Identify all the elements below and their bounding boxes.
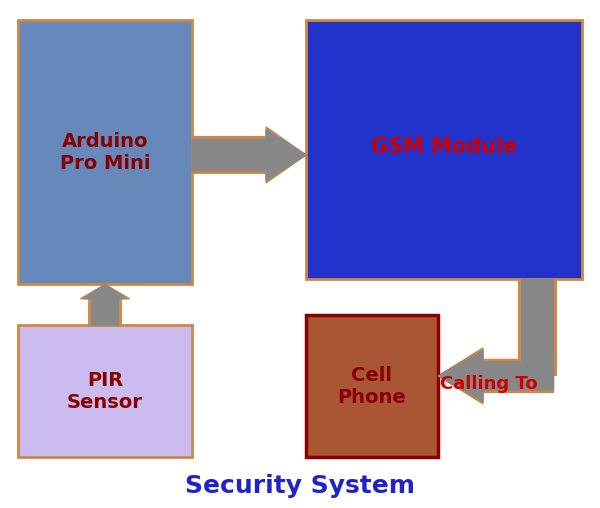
Bar [18,20,192,284]
FancyArrow shape [192,130,306,180]
Bar [517,279,557,376]
FancyArrow shape [192,127,306,183]
Text: Calling To: Calling To [440,374,538,393]
Text: Cell
Phone: Cell Phone [338,366,406,406]
Text: Security System: Security System [185,474,415,498]
FancyArrow shape [438,348,554,404]
FancyArrow shape [438,351,554,401]
Text: Arduino
Pro Mini: Arduino Pro Mini [60,132,150,173]
Bar [306,315,438,457]
Text: PIR
Sensor: PIR Sensor [67,371,143,411]
Text: GSM Module: GSM Module [371,137,517,157]
FancyArrow shape [80,284,130,325]
Bar [306,20,582,279]
FancyArrow shape [83,284,127,325]
Bar [18,325,192,457]
Bar [521,279,554,376]
